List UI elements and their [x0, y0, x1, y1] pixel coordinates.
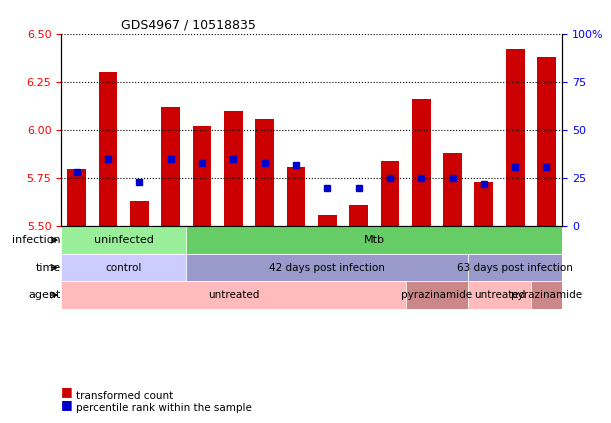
Text: untreated: untreated	[474, 290, 525, 300]
Bar	[349, 205, 368, 226]
Bar	[537, 57, 556, 226]
Text: transformed count: transformed count	[76, 390, 174, 401]
FancyBboxPatch shape	[468, 281, 531, 309]
FancyBboxPatch shape	[531, 281, 562, 309]
FancyBboxPatch shape	[61, 254, 186, 281]
Bar	[192, 126, 211, 226]
Text: ■: ■	[61, 385, 73, 398]
Bar	[67, 169, 86, 226]
Bar	[130, 201, 149, 226]
FancyBboxPatch shape	[61, 281, 406, 309]
Bar	[381, 161, 400, 226]
Bar	[224, 111, 243, 226]
Bar	[412, 99, 431, 226]
Text: time: time	[36, 263, 61, 272]
Text: ■: ■	[61, 398, 73, 411]
Text: GDS4967 / 10518835: GDS4967 / 10518835	[121, 18, 256, 31]
Bar	[287, 167, 306, 226]
Text: control: control	[106, 263, 142, 272]
Bar	[506, 49, 524, 226]
Bar	[161, 107, 180, 226]
Text: agent: agent	[29, 290, 61, 300]
Text: 42 days post infection: 42 days post infection	[269, 263, 385, 272]
Text: 63 days post infection: 63 days post infection	[457, 263, 573, 272]
Text: Mtb: Mtb	[364, 235, 385, 245]
Bar	[318, 215, 337, 226]
Text: pyrazinamide: pyrazinamide	[401, 290, 472, 300]
Text: untreated: untreated	[208, 290, 259, 300]
Bar	[475, 182, 493, 226]
FancyBboxPatch shape	[186, 226, 562, 254]
Bar	[443, 153, 462, 226]
Bar	[99, 72, 117, 226]
Text: uninfected: uninfected	[94, 235, 153, 245]
FancyBboxPatch shape	[61, 226, 186, 254]
FancyBboxPatch shape	[468, 254, 562, 281]
FancyBboxPatch shape	[186, 254, 468, 281]
Text: infection: infection	[12, 235, 61, 245]
Bar	[255, 118, 274, 226]
Text: percentile rank within the sample: percentile rank within the sample	[76, 403, 252, 413]
Text: pyrazinamide: pyrazinamide	[511, 290, 582, 300]
FancyBboxPatch shape	[406, 281, 468, 309]
